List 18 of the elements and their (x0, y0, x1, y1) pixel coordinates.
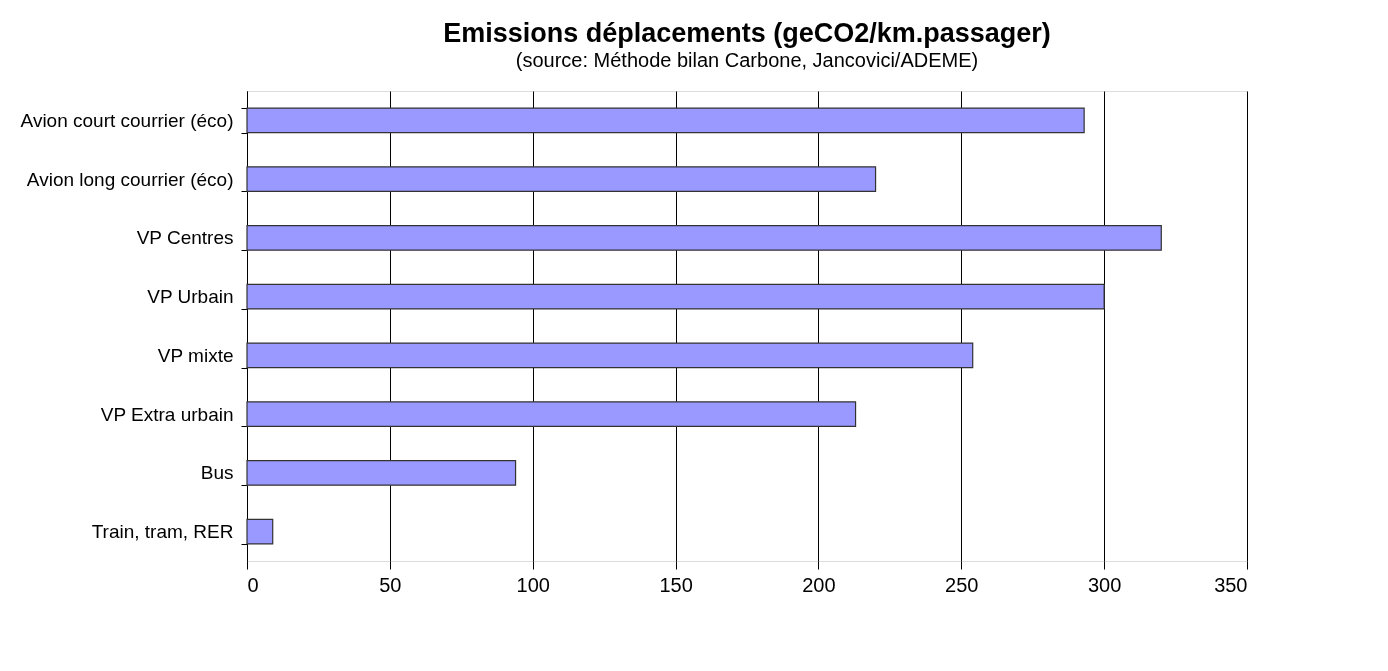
chart-subtitle: (source: Méthode bilan Carbone, Jancovici/ADEME) (515, 49, 979, 71)
x-tick-label: 250 (945, 573, 979, 596)
y-tick-label: Bus (200, 462, 234, 484)
x-tick-label: 200 (802, 573, 836, 596)
y-tick-label: Avion long courrier (éco) (26, 168, 234, 190)
y-tick-label: VP Urbain (147, 286, 234, 308)
y-tick-label: VP Centres (136, 227, 234, 249)
x-tick-label: 0 (247, 573, 259, 596)
y-tick-label: VP Extra urbain (100, 403, 234, 425)
y-tick-label: Train, tram, RER (91, 521, 234, 543)
chart-title: Emissions déplacements (geCO2/km.passager) (443, 18, 1051, 48)
x-tick-label: 150 (659, 573, 693, 596)
x-tick-label: 350 (1214, 573, 1248, 596)
x-tick-label: 100 (516, 573, 550, 596)
x-tick-label: 300 (1087, 573, 1122, 596)
y-tick-label: Avion court courrier (éco) (20, 109, 234, 131)
y-tick-label: VP mixte (157, 344, 234, 366)
x-tick-label: 50 (379, 573, 402, 596)
